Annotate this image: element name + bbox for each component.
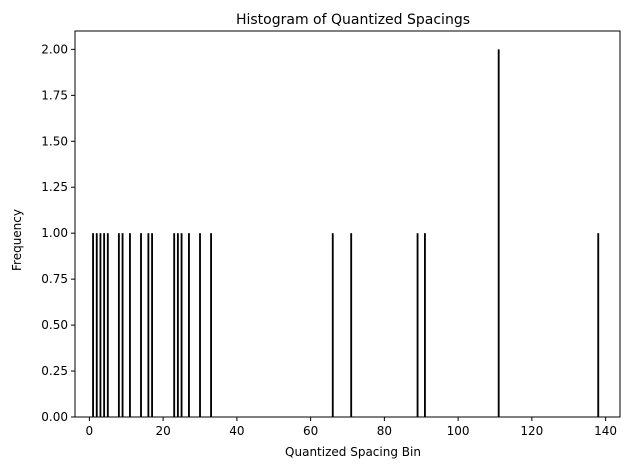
x-tick-label: 100 — [447, 424, 470, 438]
x-tick-label: 40 — [229, 424, 244, 438]
y-axis-label: Frequency — [10, 209, 24, 271]
bar-27 — [188, 233, 190, 417]
x-tick-label: 20 — [155, 424, 170, 438]
x-tick-label: 60 — [303, 424, 318, 438]
y-tick-label: 1.00 — [41, 226, 68, 240]
bars-group — [92, 49, 600, 417]
y-tick-label: 1.50 — [41, 134, 68, 148]
bar-91 — [424, 233, 426, 417]
bar-111 — [497, 49, 500, 417]
bar-4 — [103, 233, 106, 417]
bar-89 — [416, 233, 419, 417]
bar-138 — [597, 233, 600, 417]
y-tick-label: 0.25 — [41, 364, 68, 378]
chart-title: Histogram of Quantized Spacings — [236, 12, 470, 28]
bar-3 — [99, 233, 102, 417]
x-tick-label: 80 — [377, 424, 392, 438]
bar-71 — [350, 233, 353, 417]
y-tick-label: 2.00 — [41, 42, 68, 56]
bar-33 — [210, 233, 212, 417]
bar-14 — [140, 233, 142, 417]
plot-frame — [74, 30, 621, 418]
bar-23 — [173, 233, 176, 417]
x-axis-ticks: 0 20 40 60 80 100 120 140 — [86, 417, 617, 438]
y-tick-label: 0.00 — [41, 410, 68, 424]
bar-17 — [151, 233, 153, 417]
bar-16 — [147, 233, 150, 417]
bar-30 — [199, 233, 201, 417]
x-tick-label: 140 — [594, 424, 617, 438]
y-tick-label: 0.50 — [41, 318, 68, 332]
bar-1 — [92, 233, 94, 417]
x-tick-label: 0 — [86, 424, 94, 438]
bar-11 — [129, 233, 131, 417]
y-tick-label: 1.25 — [41, 180, 68, 194]
y-axis-ticks: 0.00 0.25 0.50 0.75 1.00 1.25 1.50 1.75 2.00 — [41, 42, 75, 424]
bar-8 — [117, 233, 120, 417]
bar-24 — [176, 233, 179, 417]
x-axis-label: Quantized Spacing Bin — [285, 445, 421, 459]
bar-25 — [180, 233, 183, 417]
x-tick-label: 120 — [520, 424, 543, 438]
y-tick-label: 1.75 — [41, 88, 68, 102]
y-tick-label: 0.75 — [41, 272, 68, 286]
bar-2 — [95, 233, 98, 417]
bar-9 — [121, 233, 124, 417]
bar-66 — [331, 233, 334, 417]
bar-5 — [106, 233, 109, 417]
